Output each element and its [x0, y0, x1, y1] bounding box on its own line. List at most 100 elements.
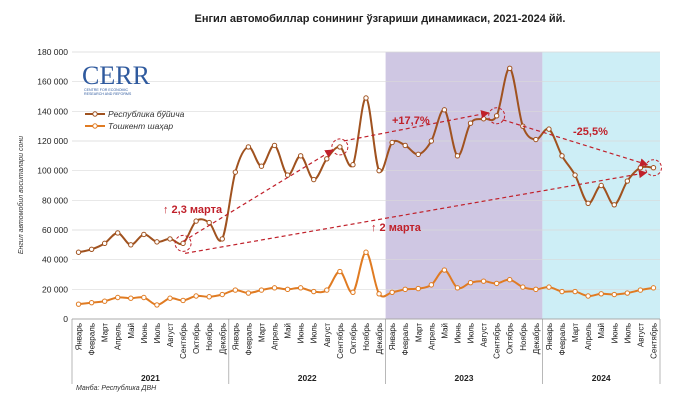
x-tick-label: Январь — [388, 323, 397, 350]
x-tick-label: Январь — [75, 323, 84, 350]
data-point-tashkent — [650, 285, 657, 291]
data-point-tashkent — [232, 287, 239, 293]
data-point-republic — [637, 165, 644, 171]
data-point-tashkent — [507, 276, 513, 283]
data-point-republic — [415, 151, 421, 158]
data-point-tashkent — [428, 282, 435, 288]
data-point-republic — [441, 107, 448, 113]
data-point-tashkent — [75, 301, 82, 307]
x-tick-label: Ноябрь — [362, 323, 371, 351]
data-point-tashkent — [88, 299, 95, 306]
data-point-republic — [245, 144, 252, 150]
x-tick-label: Сентябрь — [179, 323, 188, 359]
data-point-republic — [650, 165, 657, 171]
highlight-circle — [644, 159, 662, 177]
data-point-tashkent — [389, 289, 395, 295]
data-point-tashkent — [533, 286, 539, 293]
data-point-tashkent — [206, 294, 212, 300]
legend-marker-tashkent — [92, 123, 98, 129]
data-point-tashkent — [467, 279, 474, 286]
data-point-republic — [324, 156, 330, 162]
y-tick-label: 0 — [63, 314, 68, 324]
legend-label-republic: Республика бўйича — [108, 109, 185, 119]
data-point-tashkent — [402, 286, 408, 293]
data-point-republic — [88, 246, 95, 252]
data-point-republic — [101, 240, 108, 247]
data-point-republic — [193, 218, 199, 224]
x-tick-label: Сентябрь — [493, 323, 502, 359]
data-point-republic — [480, 116, 487, 122]
y-tick-label: 80 000 — [42, 195, 68, 205]
data-point-republic — [128, 242, 134, 248]
data-point-republic — [311, 176, 317, 183]
x-tick-label: Июнь — [140, 323, 149, 343]
trend-arrow-2024 — [502, 119, 649, 167]
x-tick-label: Ноябрь — [519, 323, 528, 351]
y-tick-label: 180 000 — [37, 47, 68, 57]
data-point-republic — [154, 239, 160, 245]
data-point-republic — [428, 138, 435, 144]
data-point-tashkent — [572, 288, 578, 295]
data-point-republic — [167, 236, 173, 242]
x-tick-label: Июль — [467, 323, 476, 343]
data-point-tashkent — [154, 302, 160, 308]
highlight-circle — [174, 234, 192, 252]
x-tick-label: Август — [636, 323, 645, 347]
data-point-tashkent — [363, 249, 369, 255]
data-point-tashkent — [337, 268, 343, 275]
y-tick-label: 140 000 — [37, 106, 68, 116]
data-point-republic — [141, 231, 147, 238]
data-point-republic — [611, 202, 617, 208]
x-tick-label: Февраль — [558, 323, 567, 356]
data-point-republic — [376, 167, 382, 174]
x-tick-label: Декабрь — [532, 323, 541, 354]
data-point-republic — [389, 139, 395, 146]
data-point-tashkent — [454, 285, 461, 291]
x-tick-label: Март — [571, 323, 580, 342]
source-note: Манба: Республика ДВН — [76, 384, 157, 392]
trend-arrow-2023 — [343, 110, 490, 142]
data-point-tashkent — [585, 293, 591, 299]
data-point-tashkent — [101, 298, 108, 304]
data-point-tashkent — [258, 287, 265, 293]
x-tick-label: Июль — [623, 323, 632, 343]
data-point-republic — [467, 120, 474, 126]
data-point-tashkent — [324, 287, 330, 293]
data-point-republic — [350, 162, 356, 168]
data-point-tashkent — [311, 288, 317, 295]
logo-text: CERR — [82, 61, 151, 90]
data-point-republic — [572, 172, 578, 178]
x-tick-label: Сентябрь — [336, 323, 345, 359]
x-tick-label: Май — [284, 323, 293, 339]
data-point-republic — [624, 178, 631, 184]
y-axis-label: Енгил автомобил воситалари сони — [17, 136, 25, 254]
y-tick-label: 20 000 — [42, 284, 68, 294]
y-tick-label: 100 000 — [37, 166, 68, 176]
highlight-circle — [488, 107, 506, 125]
trend-arrow-long — [184, 169, 648, 254]
data-point-republic — [598, 182, 604, 189]
x-tick-label: Июнь — [453, 323, 462, 343]
data-point-tashkent — [350, 289, 356, 295]
year-label: 2023 — [455, 373, 474, 383]
data-point-republic — [284, 172, 291, 178]
x-tick-label: Январь — [545, 323, 554, 350]
data-point-republic — [363, 95, 369, 101]
x-tick-label: Апрель — [584, 323, 593, 350]
data-point-tashkent — [441, 267, 448, 273]
data-point-republic — [585, 200, 591, 207]
x-tick-label: Октябрь — [506, 323, 515, 354]
year-label: 2021 — [141, 373, 160, 383]
data-point-republic — [337, 144, 343, 150]
x-tick-label: Март — [101, 323, 110, 342]
data-point-republic — [559, 153, 565, 159]
y-tick-label: 60 000 — [42, 225, 68, 235]
x-tick-label: Март — [414, 323, 423, 342]
data-point-tashkent — [271, 285, 278, 291]
x-tick-label: Февраль — [88, 323, 97, 356]
x-tick-label: Март — [257, 323, 266, 342]
data-point-republic — [297, 153, 304, 159]
year-label: 2024 — [592, 373, 611, 383]
data-point-tashkent — [245, 290, 252, 296]
data-point-tashkent — [128, 295, 134, 301]
